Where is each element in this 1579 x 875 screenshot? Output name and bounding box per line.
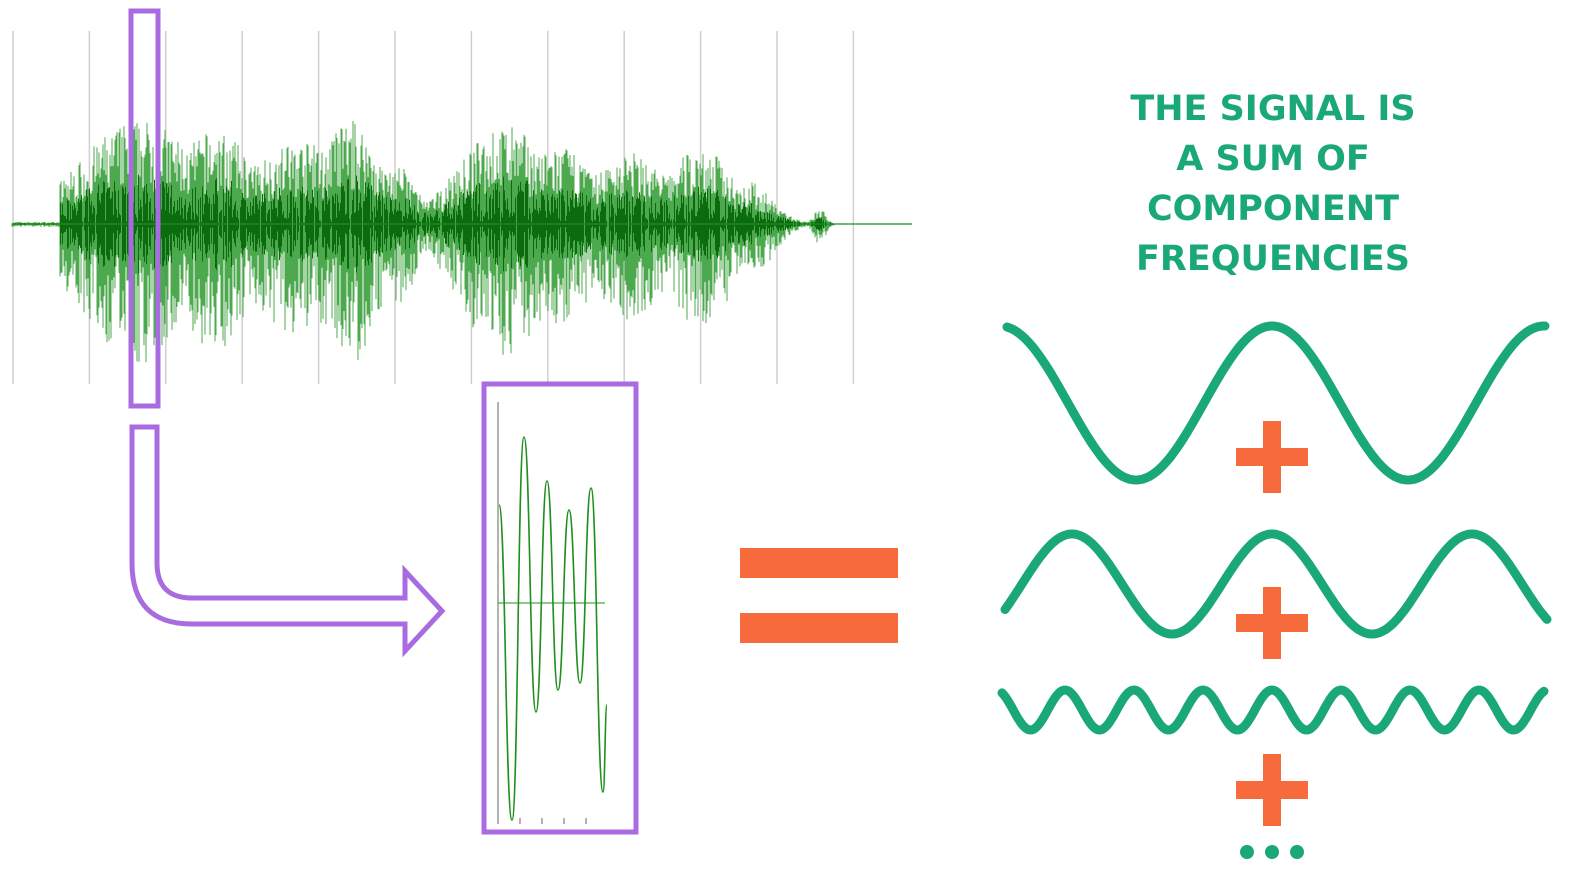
headline-line: COMPONENT xyxy=(1146,189,1400,229)
headline-line: A SUM OF xyxy=(1176,139,1370,179)
zoomed-window-ticks xyxy=(519,818,587,824)
equals-sign xyxy=(740,548,898,643)
headline-line: THE SIGNAL IS xyxy=(1130,89,1416,129)
bent-arrow-icon xyxy=(129,424,446,658)
component-wave-low-frequency xyxy=(1002,321,1550,485)
zoomed-window-frame xyxy=(481,381,639,835)
plus-sign xyxy=(1236,587,1308,659)
component-wave-mid-frequency xyxy=(1000,529,1552,639)
selection-window xyxy=(128,8,161,409)
headline: THE SIGNAL IS A SUM OF COMPONENT FREQUEN… xyxy=(1090,84,1456,284)
component-wave-high-frequency xyxy=(997,685,1549,735)
zoomed-waveform xyxy=(498,436,608,821)
ellipsis-dots xyxy=(1240,845,1304,859)
headline-line: FREQUENCIES xyxy=(1136,239,1410,279)
audio-waveform xyxy=(11,121,912,362)
plus-sign xyxy=(1236,421,1308,493)
plus-sign xyxy=(1236,754,1308,826)
